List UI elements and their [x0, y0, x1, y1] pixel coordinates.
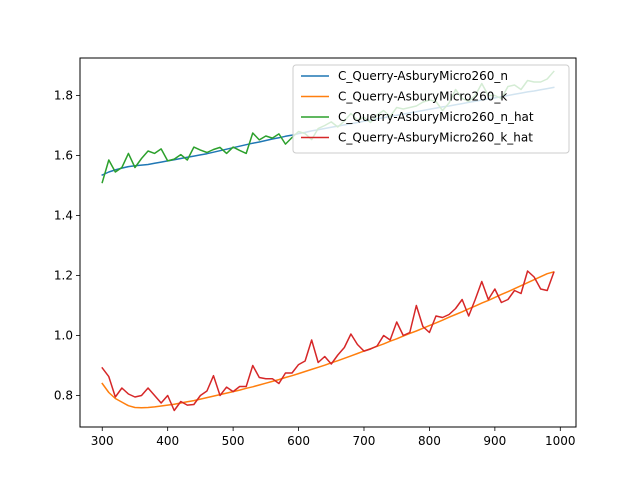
- x-tick-label: 300: [91, 434, 114, 448]
- legend-box: [292, 64, 570, 154]
- y-tick-label: 1.8: [54, 89, 73, 103]
- y-tick-label: 1.4: [54, 209, 73, 223]
- legend-label-2: C_Querry-AsburyMicro260_n_hat: [338, 110, 534, 124]
- x-tick-label: 500: [222, 434, 245, 448]
- legend-label-1: C_Querry-AsburyMicro260_k: [338, 90, 507, 104]
- y-tick-label: 1.2: [54, 269, 73, 283]
- y-tick-label: 1.6: [54, 149, 73, 163]
- plot-frame: [79, 57, 577, 428]
- x-tick-label: 900: [483, 434, 506, 448]
- legend-label-3: C_Querry-AsburyMicro260_k_hat: [338, 131, 533, 145]
- y-tick-label: 0.8: [54, 389, 73, 403]
- x-tick-label: 700: [353, 434, 376, 448]
- x-tick-label: 600: [287, 434, 310, 448]
- x-tick-label: 800: [418, 434, 441, 448]
- series-line-3: [101, 270, 555, 412]
- x-axis: 300 400 500 600 700 800 900 1000: [91, 427, 576, 448]
- legend-label-0: C_Querry-AsburyMicro260_n: [338, 69, 508, 83]
- y-tick-label: 1.0: [54, 329, 73, 343]
- y-axis: 0.8 1.0 1.2 1.4 1.6 1.8: [54, 89, 80, 403]
- x-tick-label: 400: [156, 434, 179, 448]
- x-tick-label: 1000: [545, 434, 576, 448]
- legend: C_Querry-AsburyMicro260_n C_Querry-Asbury…: [292, 64, 570, 154]
- series-line-1: [101, 270, 555, 409]
